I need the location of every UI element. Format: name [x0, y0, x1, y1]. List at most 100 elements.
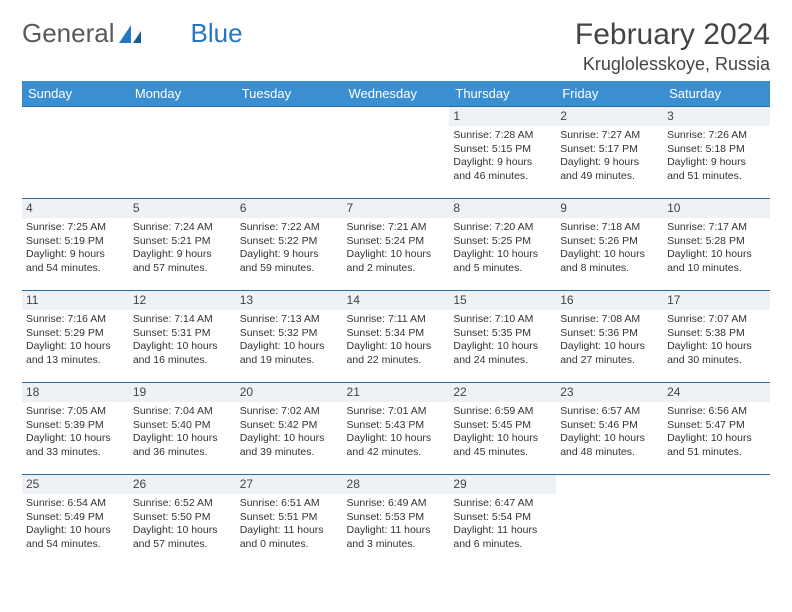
day-number: 14 [343, 291, 450, 310]
calendar-cell: 21Sunrise: 7:01 AMSunset: 5:43 PMDayligh… [343, 383, 450, 475]
calendar-cell: 10Sunrise: 7:17 AMSunset: 5:28 PMDayligh… [663, 199, 770, 291]
daylight-text-1: Daylight: 10 hours [26, 340, 125, 353]
day-header: Monday [129, 81, 236, 107]
sunrise-text: Sunrise: 7:22 AM [240, 221, 339, 234]
daylight-text-1: Daylight: 9 hours [667, 156, 766, 169]
day-header: Tuesday [236, 81, 343, 107]
calendar-cell: 13Sunrise: 7:13 AMSunset: 5:32 PMDayligh… [236, 291, 343, 383]
day-number: 25 [22, 475, 129, 494]
calendar-cell: 27 Sunrise: 6:51 AMSunset: 5:51 PMDayligh… [236, 475, 343, 567]
daylight-text-1: Daylight: 11 hours [240, 524, 339, 537]
day-number: 4 [22, 199, 129, 218]
day-number: 21 [343, 383, 450, 402]
daylight-text-2: and 22 minutes. [347, 354, 446, 367]
sunset-text: Sunset: 5:45 PM [453, 419, 552, 432]
calendar-cell: 23Sunrise: 6:57 AMSunset: 5:46 PMDayligh… [556, 383, 663, 475]
daylight-text-2: and 45 minutes. [453, 446, 552, 459]
daylight-text-1: Daylight: 11 hours [347, 524, 446, 537]
daylight-text-2: and 57 minutes. [133, 538, 232, 551]
calendar-cell: . [556, 475, 663, 567]
sunset-text: Sunset: 5:24 PM [347, 235, 446, 248]
sunrise-text: Sunrise: 6:59 AM [453, 405, 552, 418]
daylight-text-1: Daylight: 11 hours [453, 524, 552, 537]
calendar-cell: 6Sunrise: 7:22 AMSunset: 5:22 PMDaylight… [236, 199, 343, 291]
daylight-text-2: and 33 minutes. [26, 446, 125, 459]
calendar-cell: 12Sunrise: 7:14 AMSunset: 5:31 PMDayligh… [129, 291, 236, 383]
daylight-text-1: Daylight: 10 hours [347, 340, 446, 353]
sunrise-text: Sunrise: 7:17 AM [667, 221, 766, 234]
calendar-cell: 22Sunrise: 6:59 AMSunset: 5:45 PMDayligh… [449, 383, 556, 475]
calendar-cell: 18Sunrise: 7:05 AMSunset: 5:39 PMDayligh… [22, 383, 129, 475]
sunset-text: Sunset: 5:46 PM [560, 419, 659, 432]
calendar-row: 25Sunrise: 6:54 AMSunset: 5:49 PMDayligh… [22, 475, 770, 567]
sunrise-text: Sunrise: 6:47 AM [453, 497, 552, 510]
sunset-text: Sunset: 5:18 PM [667, 143, 766, 156]
calendar-cell: 1Sunrise: 7:28 AMSunset: 5:15 PMDaylight… [449, 107, 556, 199]
calendar-cell: . [343, 107, 450, 199]
daylight-text-1: Daylight: 10 hours [560, 248, 659, 261]
day-number: 1 [449, 107, 556, 126]
day-number: 15 [449, 291, 556, 310]
day-number: 18 [22, 383, 129, 402]
day-number: 24 [663, 383, 770, 402]
calendar-cell: 16Sunrise: 7:08 AMSunset: 5:36 PMDayligh… [556, 291, 663, 383]
sunset-text: Sunset: 5:51 PM [240, 511, 339, 524]
sunrise-text: Sunrise: 7:04 AM [133, 405, 232, 418]
calendar-cell: . [663, 475, 770, 567]
day-number: 23 [556, 383, 663, 402]
sunset-text: Sunset: 5:22 PM [240, 235, 339, 248]
calendar-cell: 7Sunrise: 7:21 AMSunset: 5:24 PMDaylight… [343, 199, 450, 291]
daylight-text-1: Daylight: 10 hours [560, 432, 659, 445]
daylight-text-1: Daylight: 10 hours [560, 340, 659, 353]
calendar-row: 18Sunrise: 7:05 AMSunset: 5:39 PMDayligh… [22, 383, 770, 475]
calendar-cell: 28Sunrise: 6:49 AMSunset: 5:53 PMDayligh… [343, 475, 450, 567]
sunrise-text: Sunrise: 7:27 AM [560, 129, 659, 142]
daylight-text-2: and 59 minutes. [240, 262, 339, 275]
daylight-text-1: Daylight: 10 hours [133, 524, 232, 537]
day-number: 3 [663, 107, 770, 126]
daylight-text-2: and 3 minutes. [347, 538, 446, 551]
day-number: 28 [343, 475, 450, 494]
sunrise-text: Sunrise: 6:56 AM [667, 405, 766, 418]
day-number: 5 [129, 199, 236, 218]
sunrise-text: Sunrise: 6:51 AM [240, 497, 339, 510]
day-number: 11 [22, 291, 129, 310]
day-number: 12 [129, 291, 236, 310]
calendar-row: ....1Sunrise: 7:28 AMSunset: 5:15 PMDayl… [22, 107, 770, 199]
calendar-cell: 24Sunrise: 6:56 AMSunset: 5:47 PMDayligh… [663, 383, 770, 475]
sunset-text: Sunset: 5:28 PM [667, 235, 766, 248]
daylight-text-1: Daylight: 9 hours [560, 156, 659, 169]
calendar-cell: . [22, 107, 129, 199]
sunset-text: Sunset: 5:35 PM [453, 327, 552, 340]
calendar-cell: . [129, 107, 236, 199]
sail-icon [117, 23, 143, 45]
daylight-text-1: Daylight: 10 hours [453, 340, 552, 353]
daylight-text-2: and 19 minutes. [240, 354, 339, 367]
sunrise-text: Sunrise: 7:08 AM [560, 313, 659, 326]
daylight-text-1: Daylight: 10 hours [347, 248, 446, 261]
sunset-text: Sunset: 5:40 PM [133, 419, 232, 432]
daylight-text-2: and 30 minutes. [667, 354, 766, 367]
sunset-text: Sunset: 5:34 PM [347, 327, 446, 340]
sunrise-text: Sunrise: 6:54 AM [26, 497, 125, 510]
day-number: 29 [449, 475, 556, 494]
sunset-text: Sunset: 5:25 PM [453, 235, 552, 248]
day-number: 27 [236, 475, 343, 494]
daylight-text-1: Daylight: 10 hours [240, 340, 339, 353]
day-header: Friday [556, 81, 663, 107]
brand-part1: General [22, 18, 115, 49]
day-number: 2 [556, 107, 663, 126]
location: Kruglolesskoye, Russia [575, 54, 770, 75]
calendar-cell: 4Sunrise: 7:25 AMSunset: 5:19 PMDaylight… [22, 199, 129, 291]
calendar-cell: 25Sunrise: 6:54 AMSunset: 5:49 PMDayligh… [22, 475, 129, 567]
day-number: 7 [343, 199, 450, 218]
calendar-cell: 3Sunrise: 7:26 AMSunset: 5:18 PMDaylight… [663, 107, 770, 199]
day-number: 16 [556, 291, 663, 310]
sunset-text: Sunset: 5:38 PM [667, 327, 766, 340]
day-header: Saturday [663, 81, 770, 107]
calendar-cell: . [236, 107, 343, 199]
calendar-cell: 15Sunrise: 7:10 AMSunset: 5:35 PMDayligh… [449, 291, 556, 383]
sunrise-text: Sunrise: 7:28 AM [453, 129, 552, 142]
sunrise-text: Sunrise: 7:05 AM [26, 405, 125, 418]
daylight-text-1: Daylight: 10 hours [453, 248, 552, 261]
